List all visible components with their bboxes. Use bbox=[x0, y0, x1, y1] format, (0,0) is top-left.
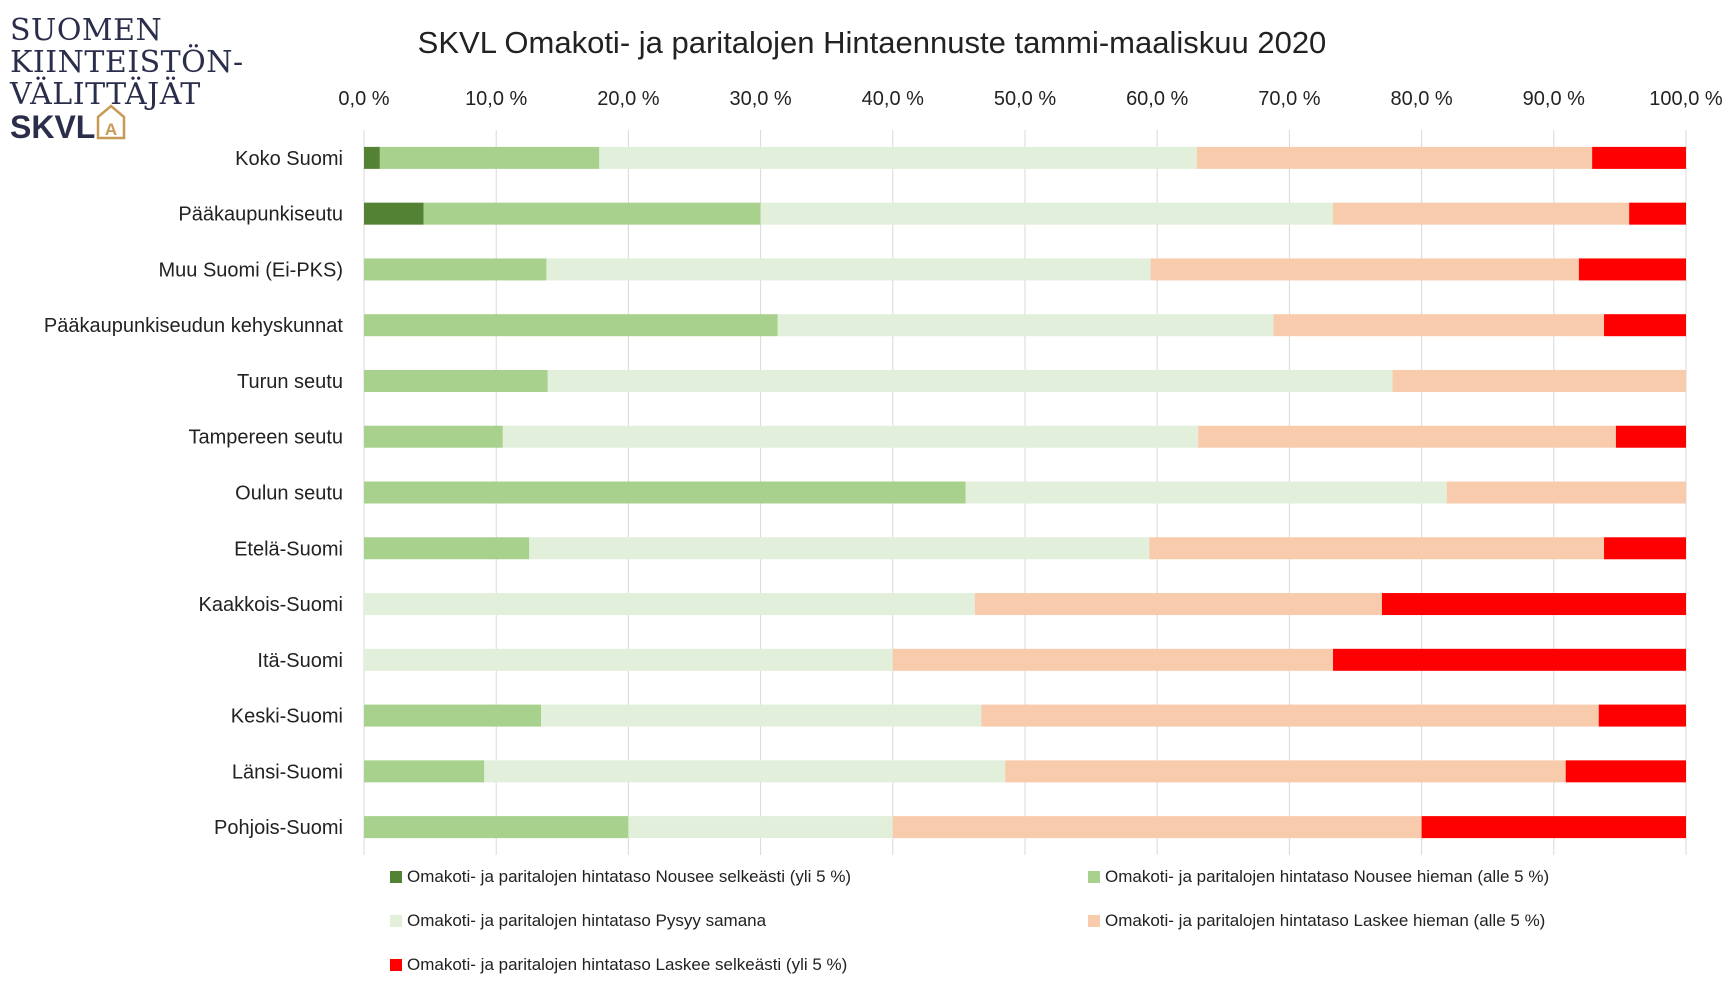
x-tick-label: 50,0 % bbox=[994, 88, 1056, 110]
bar-segment bbox=[529, 537, 1150, 560]
bars bbox=[364, 146, 1686, 839]
logo-line-3: VÄLITTÄJÄT bbox=[9, 76, 201, 112]
legend-label: Omakoti- ja paritalojen hintataso Nousee… bbox=[1105, 867, 1549, 886]
legend-swatch bbox=[390, 959, 402, 971]
legend-label: Omakoti- ja paritalojen hintataso Laskee… bbox=[1105, 911, 1545, 930]
bar-segment bbox=[1604, 314, 1686, 337]
bar-segment bbox=[364, 425, 503, 448]
bar-segment bbox=[364, 202, 424, 225]
bar-segment bbox=[364, 593, 975, 616]
bar-segment bbox=[1578, 258, 1686, 281]
category-label: Keski-Suomi bbox=[231, 706, 343, 728]
bar-segment bbox=[1150, 258, 1579, 281]
bar-segment bbox=[1598, 704, 1686, 727]
x-tick-label: 40,0 % bbox=[862, 88, 924, 110]
bar-segment bbox=[892, 816, 1422, 839]
bar-segment bbox=[1421, 816, 1686, 839]
bar-segment bbox=[777, 314, 1274, 337]
bar-segment bbox=[1565, 760, 1686, 783]
bar-segment bbox=[981, 704, 1599, 727]
logo-line-2: KIINTEISTÖN- bbox=[10, 44, 244, 80]
bar-segment bbox=[965, 481, 1447, 504]
category-label: Tampereen seutu bbox=[188, 427, 343, 449]
legend-swatch bbox=[390, 871, 402, 883]
x-tick-label: 10,0 % bbox=[465, 88, 527, 110]
logo-house-icon: A bbox=[96, 104, 126, 140]
bar-segment bbox=[1333, 202, 1630, 225]
bar-segment bbox=[379, 146, 600, 169]
bar-segment bbox=[1198, 425, 1616, 448]
bar-segment bbox=[423, 202, 761, 225]
legend-swatch bbox=[1088, 871, 1100, 883]
bar-segment bbox=[1604, 537, 1686, 560]
bar-segment bbox=[1446, 481, 1686, 504]
bar-segment bbox=[1149, 537, 1605, 560]
x-tick-label: 60,0 % bbox=[1126, 88, 1188, 110]
bar-segment bbox=[599, 146, 1197, 169]
bar-segment bbox=[547, 369, 1393, 392]
x-tick-label: 70,0 % bbox=[1258, 88, 1320, 110]
bar-segment bbox=[628, 816, 893, 839]
category-label: Kaakkois-Suomi bbox=[198, 594, 343, 616]
legend-swatch bbox=[390, 915, 402, 927]
category-label: Turun seutu bbox=[237, 371, 343, 393]
bar-segment bbox=[364, 146, 380, 169]
legend: Omakoti- ja paritalojen hintataso Nousee… bbox=[390, 867, 1549, 974]
legend-label: Omakoti- ja paritalojen hintataso Laskee… bbox=[407, 955, 847, 974]
logo: SUOMEN KIINTEISTÖN- VÄLITTÄJÄT SKVL A bbox=[9, 13, 244, 145]
category-label: Pohjois-Suomi bbox=[214, 817, 343, 839]
category-label: Itä-Suomi bbox=[257, 650, 343, 672]
bar-segment bbox=[364, 648, 893, 671]
legend-swatch bbox=[1088, 915, 1100, 927]
bar-segment bbox=[364, 704, 542, 727]
chart-title: SKVL Omakoti- ja paritalojen Hintaennust… bbox=[418, 25, 1327, 60]
legend-label: Omakoti- ja paritalojen hintataso Nousee… bbox=[407, 867, 851, 886]
bar-segment bbox=[1196, 146, 1593, 169]
x-tick-label: 30,0 % bbox=[729, 88, 791, 110]
bar-segment bbox=[760, 202, 1334, 225]
bar-segment bbox=[484, 760, 1006, 783]
bar-segment bbox=[1592, 146, 1686, 169]
logo-brand: SKVL bbox=[10, 109, 95, 145]
category-label: Muu Suomi (Ei-PKS) bbox=[159, 259, 344, 281]
bar-segment bbox=[364, 481, 966, 504]
x-axis-tick-labels: 0,0 % 10,0 % 20,0 % 30,0 % 40,0 % 50,0 % 60,0 … bbox=[338, 88, 1722, 110]
bar-segment bbox=[1629, 202, 1686, 225]
bar-segment bbox=[546, 258, 1151, 281]
bar-segment bbox=[1615, 425, 1686, 448]
bar-segment bbox=[1273, 314, 1605, 337]
bar-segment bbox=[892, 648, 1334, 671]
x-tick-label: 20,0 % bbox=[597, 88, 659, 110]
bar-segment bbox=[1005, 760, 1566, 783]
category-labels: Koko Suomi Pääkaupunkiseutu Muu Suomi (Ei-… bbox=[44, 148, 344, 839]
logo-line-1: SUOMEN bbox=[10, 13, 162, 48]
bar-segment bbox=[364, 760, 485, 783]
category-label: Etelä-Suomi bbox=[234, 538, 343, 560]
category-label: Pääkaupunkiseutu bbox=[178, 204, 343, 226]
x-tick-label: 80,0 % bbox=[1390, 88, 1452, 110]
x-tick-label: 0,0 % bbox=[338, 88, 389, 110]
bar-segment bbox=[1333, 648, 1686, 671]
bar-segment bbox=[541, 704, 982, 727]
bar-segment bbox=[364, 258, 547, 281]
bar-segment bbox=[364, 314, 778, 337]
bar-segment bbox=[364, 369, 548, 392]
bar-segment bbox=[364, 816, 629, 839]
bar-segment bbox=[364, 537, 530, 560]
category-label: Länsi-Suomi bbox=[232, 761, 343, 783]
bar-segment bbox=[1381, 593, 1686, 616]
category-label: Oulun seutu bbox=[235, 483, 343, 505]
x-tick-label: 100,0 % bbox=[1649, 88, 1723, 110]
bar-segment bbox=[974, 593, 1382, 616]
legend-label: Omakoti- ja paritalojen hintataso Pysyy … bbox=[407, 911, 767, 930]
logo-brand-mark: A bbox=[105, 120, 117, 139]
category-label: Koko Suomi bbox=[235, 148, 343, 170]
bar-segment bbox=[1392, 369, 1686, 392]
bar-segment bbox=[502, 425, 1199, 448]
x-tick-label: 90,0 % bbox=[1523, 88, 1585, 110]
category-label: Pääkaupunkiseudun kehyskunnat bbox=[44, 315, 344, 337]
